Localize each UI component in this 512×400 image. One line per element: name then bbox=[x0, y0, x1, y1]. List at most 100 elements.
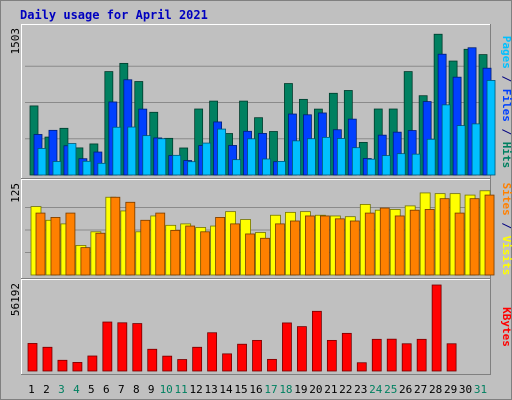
panel-hits-files-pages-legend-item-0: Pages bbox=[500, 36, 512, 69]
panel-hits-files-pages-legend-item-2: Files bbox=[500, 89, 512, 122]
bar-visits-sites-series2-day-23 bbox=[364, 212, 375, 276]
bar-hits-files-pages-series3-day-21 bbox=[336, 138, 346, 176]
panel-hits-files-pages-legend-item-3: / bbox=[500, 122, 512, 142]
bar-visits-sites-series2-day-22 bbox=[349, 220, 360, 276]
bar-hits-files-pages-series3-day-14 bbox=[232, 159, 241, 176]
x-tick-label-day-14: 14 bbox=[219, 383, 233, 396]
bar-visits-sites-series2-day-9 bbox=[155, 212, 166, 276]
panel-hits-files-pages-ymax-label: 1503 bbox=[9, 28, 22, 55]
chart-title: Daily usage for April 2021 bbox=[20, 8, 208, 22]
bar-hits-files-pages-series3-day-11 bbox=[187, 161, 197, 176]
x-tick-label-day-7: 7 bbox=[118, 383, 125, 396]
bar-kbytes-series1-day-7 bbox=[117, 322, 128, 372]
bar-kbytes-series1-day-15 bbox=[237, 343, 247, 372]
bar-kbytes-series1-day-14 bbox=[222, 353, 232, 372]
x-tick-label-day-4: 4 bbox=[73, 383, 80, 396]
bar-visits-sites-series2-day-20 bbox=[319, 215, 330, 276]
bar-visits-sites-series2-day-4 bbox=[80, 247, 91, 276]
bar-hits-files-pages-series3-day-12 bbox=[202, 142, 212, 176]
x-tick-label-day-11: 11 bbox=[175, 383, 188, 396]
x-tick-label-day-12: 12 bbox=[190, 383, 203, 396]
panel-kbytes-ymax-label: 56192 bbox=[9, 283, 22, 316]
panel-visits-sites-ymax-label: 125 bbox=[9, 183, 22, 203]
bar-kbytes-series1-day-5 bbox=[87, 355, 98, 372]
bar-visits-sites-series2-day-19 bbox=[305, 215, 315, 276]
bar-visits-sites-series2-day-14 bbox=[230, 223, 240, 276]
bar-hits-files-pages-series3-day-29 bbox=[456, 125, 466, 176]
panel-kbytes-legend-item-0: KBytes bbox=[500, 307, 512, 347]
bar-visits-sites-series2-day-24 bbox=[379, 207, 390, 276]
bar-hits-files-pages-series3-day-17 bbox=[277, 160, 286, 176]
bar-hits-files-pages-series3-day-4 bbox=[82, 160, 92, 176]
bar-visits-sites-series2-day-21 bbox=[334, 218, 345, 276]
x-tick-label-day-23: 23 bbox=[354, 383, 367, 396]
bar-hits-files-pages-series3-day-27 bbox=[426, 138, 436, 176]
bar-hits-files-pages-series3-day-9 bbox=[157, 138, 167, 176]
bar-visits-sites-series2-day-18 bbox=[290, 220, 300, 276]
x-tick-label-day-1: 1 bbox=[28, 383, 35, 396]
bar-visits-sites-series2-day-5 bbox=[95, 232, 106, 276]
bar-kbytes-series1-day-20 bbox=[311, 310, 322, 372]
bar-visits-sites-series2-day-12 bbox=[200, 231, 211, 276]
bar-hits-files-pages-series3-day-28 bbox=[441, 104, 451, 176]
bar-hits-files-pages-series3-day-1 bbox=[37, 148, 47, 176]
bar-hits-files-pages-series3-day-7 bbox=[127, 126, 137, 176]
x-tick-label-day-9: 9 bbox=[148, 383, 155, 396]
bar-visits-sites-series2-day-16 bbox=[260, 237, 270, 276]
bar-visits-sites-series2-day-25 bbox=[394, 215, 405, 276]
x-tick-label-day-21: 21 bbox=[324, 383, 337, 396]
panel-visits-sites-legend: Sites / Visits bbox=[500, 183, 512, 276]
bar-visits-sites-series2-day-26 bbox=[409, 209, 420, 276]
x-tick-label-day-31: 31 bbox=[474, 383, 487, 396]
bar-visits-sites-series2-day-27 bbox=[424, 209, 435, 276]
bar-hits-files-pages-series3-day-6 bbox=[112, 126, 122, 176]
panel-visits-sites-legend-item-0: Sites bbox=[500, 183, 512, 216]
bar-hits-files-pages-series3-day-24 bbox=[381, 155, 391, 176]
x-tick-label-day-20: 20 bbox=[309, 383, 322, 396]
bar-hits-files-pages-series3-day-31 bbox=[486, 80, 496, 176]
bar-visits-sites-series2-day-8 bbox=[140, 219, 151, 276]
x-tick-label-day-19: 19 bbox=[294, 383, 307, 396]
x-tick-label-day-16: 16 bbox=[249, 383, 262, 396]
bar-hits-files-pages-series3-day-19 bbox=[307, 138, 316, 176]
bar-visits-sites-series2-day-1 bbox=[35, 212, 46, 276]
bar-hits-files-pages-series3-day-5 bbox=[97, 162, 107, 176]
bar-hits-files-pages-series3-day-16 bbox=[262, 158, 271, 176]
bar-hits-files-pages-series3-day-18 bbox=[292, 140, 301, 176]
x-tick-label-day-28: 28 bbox=[429, 383, 442, 396]
panel-visits-sites-legend-item-1: / bbox=[500, 216, 512, 236]
bar-hits-files-pages-series3-day-22 bbox=[351, 147, 361, 176]
bar-kbytes-series1-day-9 bbox=[147, 348, 158, 372]
bar-visits-sites-series2-day-30 bbox=[469, 198, 480, 276]
bar-kbytes-series1-day-12 bbox=[192, 346, 203, 372]
x-tick-label-day-6: 6 bbox=[103, 383, 110, 396]
x-tick-label-day-26: 26 bbox=[399, 383, 412, 396]
bar-visits-sites-series2-day-13 bbox=[215, 216, 226, 276]
bar-kbytes-series1-day-24 bbox=[371, 338, 382, 372]
bar-hits-files-pages-series3-day-2 bbox=[52, 161, 62, 176]
x-tick-label-day-8: 8 bbox=[133, 383, 140, 396]
x-tick-label-day-5: 5 bbox=[88, 383, 95, 396]
bar-hits-files-pages-series3-day-20 bbox=[321, 136, 331, 176]
bar-hits-files-pages-series3-day-13 bbox=[217, 128, 227, 176]
bar-kbytes-series1-day-22 bbox=[341, 332, 352, 372]
bar-kbytes-series1-day-4 bbox=[72, 362, 83, 372]
x-tick-label-day-15: 15 bbox=[234, 383, 247, 396]
bar-visits-sites-series2-day-7 bbox=[125, 201, 136, 276]
bar-kbytes-series1-day-18 bbox=[282, 322, 292, 372]
bar-kbytes-series1-day-17 bbox=[267, 358, 277, 372]
bar-visits-sites-series2-day-10 bbox=[170, 229, 181, 276]
bar-hits-files-pages-series3-day-3 bbox=[67, 143, 77, 176]
x-tick-label-day-30: 30 bbox=[459, 383, 472, 396]
bar-visits-sites-series2-day-3 bbox=[65, 212, 76, 276]
x-tick-label-day-25: 25 bbox=[384, 383, 397, 396]
panel-hits-files-pages-legend: Pages / Files / Hits bbox=[500, 36, 512, 169]
bar-hits-files-pages-series3-day-25 bbox=[396, 153, 406, 176]
bar-hits-files-pages-series3-day-26 bbox=[411, 153, 421, 176]
bar-kbytes-series1-day-23 bbox=[356, 362, 367, 372]
bar-kbytes-series1-day-29 bbox=[446, 343, 457, 372]
bar-kbytes-series1-day-28 bbox=[431, 284, 442, 372]
x-tick-label-day-27: 27 bbox=[414, 383, 427, 396]
x-tick-label-day-18: 18 bbox=[279, 383, 292, 396]
